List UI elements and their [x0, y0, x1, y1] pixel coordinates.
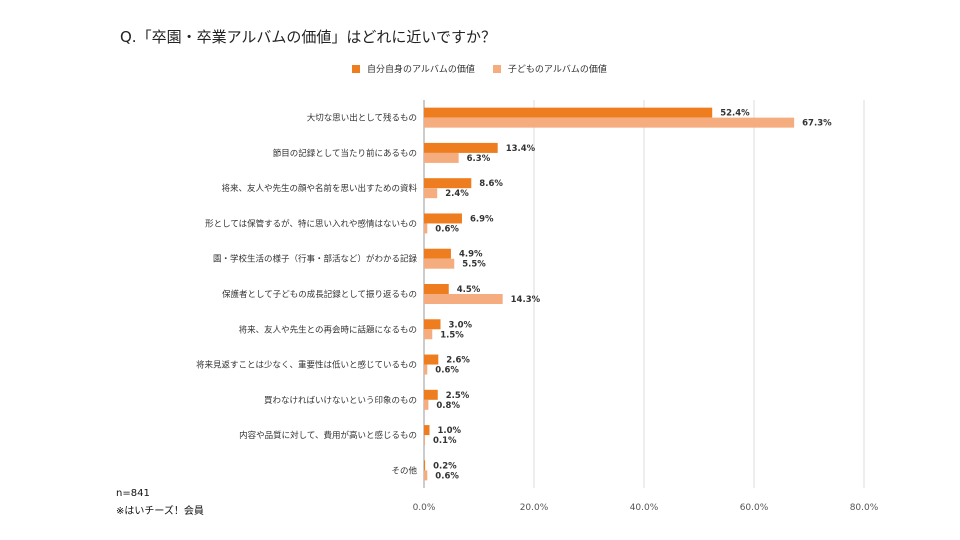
bar-self-7	[424, 354, 439, 365]
data-label-self-7: 2.6%	[446, 356, 470, 366]
category-label-6: 将来、友人や先生との再会時に話題になるもの	[239, 324, 417, 335]
data-label-self-2: 8.6%	[479, 179, 503, 189]
bar-child-0	[424, 117, 795, 128]
data-label-self-10: 0.2%	[433, 461, 457, 471]
chart-legend: 自分自身のアルバムの価値 子どものアルバムの価値	[352, 62, 625, 75]
bar-child-8	[424, 399, 429, 410]
bar-child-7	[424, 364, 428, 375]
chart-title: Q.「卒園・卒業アルバムの価値」はどれに近いですか？	[120, 28, 496, 46]
category-label-8: 買わなければいけないという印象のもの	[264, 395, 417, 406]
legend-label-child: 子どものアルバムの価値	[507, 65, 607, 75]
bar-self-1	[424, 142, 498, 153]
bar-child-2	[424, 188, 438, 199]
bar-self-2	[424, 178, 472, 189]
data-label-child-7: 0.6%	[435, 366, 459, 376]
bar-child-9	[424, 435, 425, 446]
data-label-child-10: 0.6%	[435, 471, 459, 481]
legend-swatch-self	[352, 64, 360, 73]
x-tick-label-3: 60.0%	[740, 503, 769, 513]
data-label-self-0: 52.4%	[720, 109, 750, 119]
bar-child-1	[424, 152, 459, 163]
x-tick-label-1: 20.0%	[520, 503, 549, 513]
category-label-2: 将来、友人や先生の顔や名前を思い出すための資料	[221, 183, 417, 194]
data-label-self-9: 1.0%	[438, 426, 462, 436]
bar-self-8	[424, 389, 438, 400]
data-label-child-8: 0.8%	[436, 401, 460, 411]
data-label-self-8: 2.5%	[446, 391, 470, 401]
x-tick-label-0: 0.0%	[413, 503, 436, 513]
data-label-self-6: 3.0%	[449, 320, 473, 330]
category-label-10: その他	[391, 465, 417, 476]
data-label-self-3: 6.9%	[470, 214, 494, 224]
data-label-child-6: 1.5%	[440, 330, 464, 340]
category-label-1: 節目の記録として当たり前にあるもの	[273, 148, 417, 159]
bar-child-10	[424, 470, 428, 481]
bar-self-0	[424, 107, 713, 118]
data-label-child-9: 0.1%	[433, 436, 457, 446]
category-label-7: 将来見返すことは少なく、重要性は低いと感じているもの	[196, 360, 417, 371]
bar-self-9	[424, 425, 430, 436]
source-note: ※はいチーズ！会員	[116, 506, 204, 517]
bar-child-4	[424, 258, 455, 269]
category-label-4: 園・学校生活の様子（行事・部活など）がわかる記録	[213, 254, 418, 265]
data-label-child-3: 0.6%	[435, 224, 459, 234]
category-label-5: 保護者として子どもの成長記録として振り返るもの	[222, 289, 417, 300]
legend-swatch-child	[492, 64, 501, 73]
bar-child-3	[424, 223, 428, 234]
bar-self-5	[424, 284, 449, 294]
bar-child-5	[424, 294, 503, 304]
bar-self-6	[424, 319, 441, 330]
category-label-9: 内容や品質に対して、費用が高いと感じるもの	[239, 430, 417, 441]
category-label-0: 大切な思い出として残るもの	[307, 113, 417, 124]
data-label-child-5: 14.3%	[511, 295, 541, 305]
data-label-child-2: 2.4%	[445, 189, 469, 199]
sample-size-note: n=841	[116, 488, 150, 499]
bar-self-4	[424, 248, 451, 259]
legend-label-self: 自分自身のアルバムの価値	[367, 65, 475, 75]
bar-self-3	[424, 213, 462, 224]
category-label-3: 形としては保管するが、特に思い入れや感情はないもの	[205, 218, 417, 229]
data-label-self-1: 13.4%	[506, 144, 536, 154]
data-label-self-5: 4.5%	[457, 285, 481, 295]
x-tick-label-2: 40.0%	[630, 503, 659, 513]
x-tick-label-4: 80.0%	[850, 503, 879, 513]
legend-item-child: 子どものアルバムの価値	[492, 62, 607, 75]
data-label-child-0: 67.3%	[802, 119, 832, 129]
data-label-child-1: 6.3%	[467, 154, 491, 164]
data-label-child-4: 5.5%	[462, 260, 486, 270]
bar-child-6	[424, 329, 433, 340]
legend-item-self: 自分自身のアルバムの価値	[352, 62, 475, 75]
bar-self-10	[424, 460, 426, 471]
data-label-self-4: 4.9%	[459, 250, 483, 260]
